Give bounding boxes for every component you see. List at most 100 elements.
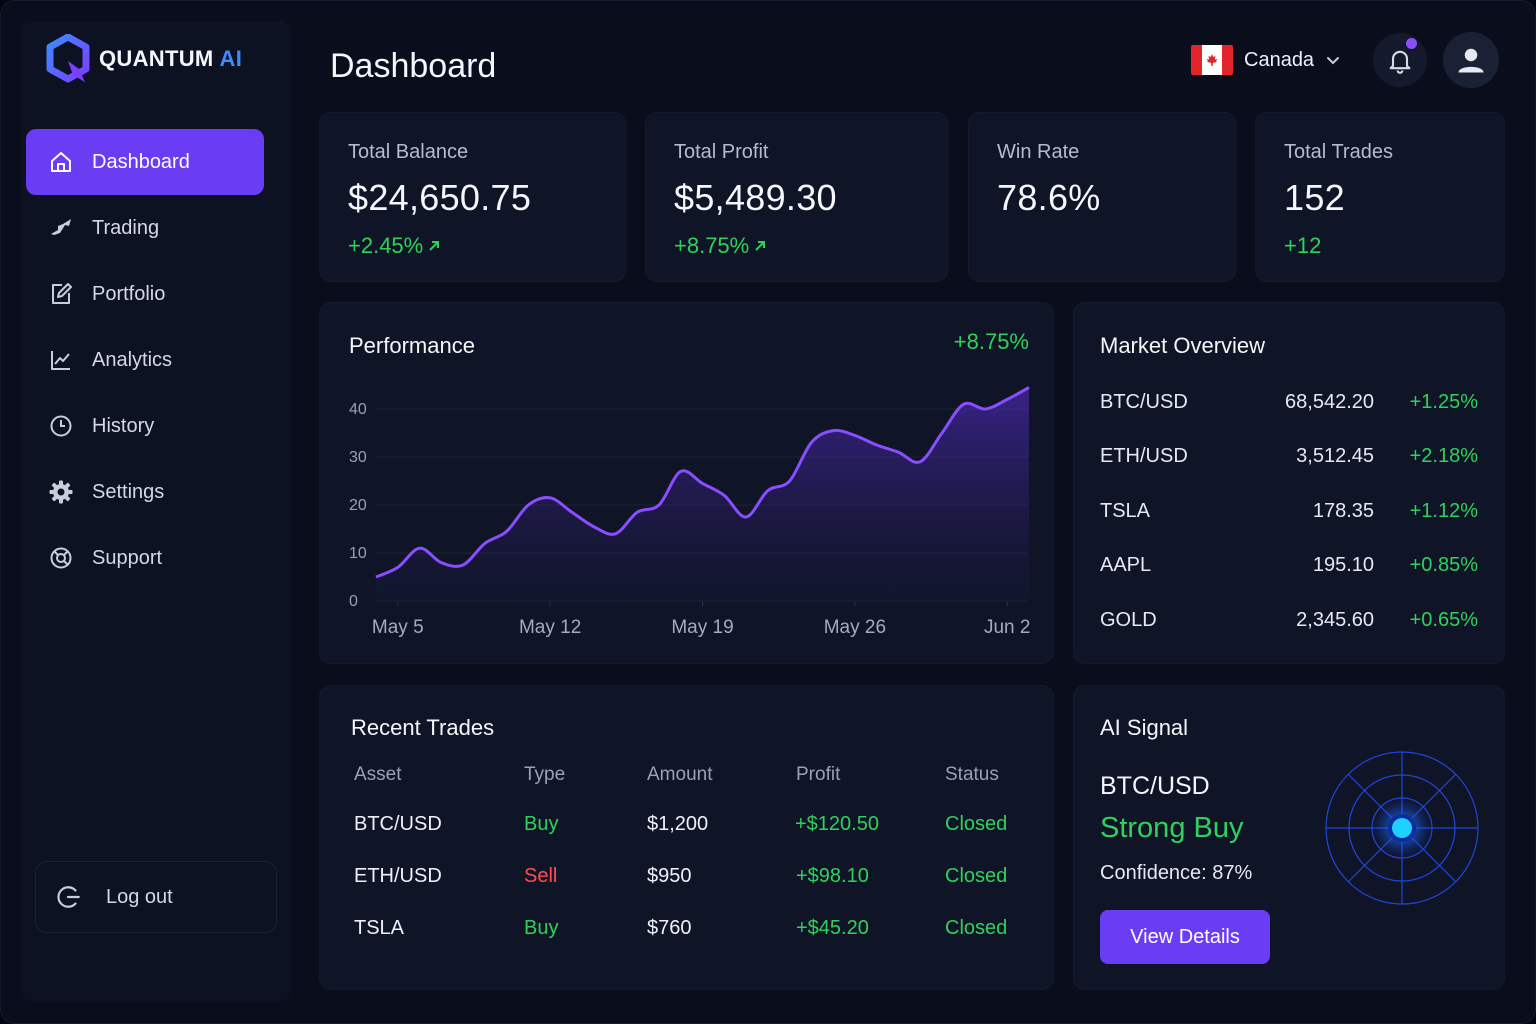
x-tick-label: Jun 2 bbox=[984, 617, 1030, 638]
stat-card-total-profit: Total Profit $5,489.30 +8.75% bbox=[645, 112, 948, 282]
performance-chart: 0 10 20 30 40 May 5 May 12 May 19 May 26 Jun 2 bbox=[349, 384, 1032, 638]
canada-flag-icon bbox=[1191, 45, 1233, 75]
data-point bbox=[917, 459, 923, 465]
view-details-button[interactable]: View Details bbox=[1100, 910, 1270, 964]
sidebar-item-settings[interactable]: Settings bbox=[26, 459, 264, 525]
sidebar-item-label: Settings bbox=[92, 480, 165, 503]
market-change: +1.12% bbox=[1409, 500, 1478, 522]
logout-label: Log out bbox=[106, 885, 173, 908]
data-point bbox=[460, 562, 466, 568]
trading-icon bbox=[48, 215, 74, 241]
market-row[interactable]: BTC/USD 68,542.20 +1.25% bbox=[1100, 391, 1478, 421]
trade-asset: ETH/USD bbox=[354, 865, 442, 887]
market-row[interactable]: TSLA 178.35 +1.12% bbox=[1100, 500, 1478, 530]
trade-asset: BTC/USD bbox=[354, 813, 442, 835]
market-overview-card: Market Overview BTC/USD 68,542.20 +1.25%… bbox=[1073, 302, 1505, 664]
data-point bbox=[591, 524, 597, 530]
market-row[interactable]: AAPL 195.10 +0.85% bbox=[1100, 554, 1478, 584]
data-point bbox=[830, 428, 836, 434]
sidebar: QUANTUM AI Dashboard Trading Portfolio bbox=[21, 21, 291, 1001]
data-point bbox=[656, 502, 662, 508]
stat-value: $5,489.30 bbox=[674, 177, 837, 218]
data-point bbox=[547, 495, 553, 501]
user-icon bbox=[1458, 48, 1484, 73]
history-icon bbox=[48, 413, 74, 439]
data-point bbox=[700, 480, 706, 486]
sidebar-item-portfolio[interactable]: Portfolio bbox=[26, 261, 264, 327]
sidebar-item-label: Support bbox=[92, 546, 163, 569]
notifications-button[interactable] bbox=[1373, 33, 1427, 87]
sidebar-item-label: Trading bbox=[92, 216, 160, 239]
data-point bbox=[569, 509, 575, 515]
ai-signal-title: AI Signal bbox=[1100, 715, 1189, 740]
trade-amount: $950 bbox=[647, 865, 692, 887]
column-header-profit: Profit bbox=[796, 764, 841, 785]
sidebar-item-label: History bbox=[92, 414, 155, 437]
market-change: +0.65% bbox=[1409, 609, 1478, 631]
logout-button[interactable]: Log out bbox=[35, 861, 277, 933]
data-point bbox=[982, 406, 988, 412]
sidebar-item-label: Dashboard bbox=[92, 150, 190, 173]
stat-delta: +2.45% bbox=[348, 233, 442, 259]
notification-dot bbox=[1406, 38, 1417, 49]
recent-trades-title: Recent Trades bbox=[351, 715, 495, 740]
market-price: 2,345.60 bbox=[1296, 609, 1374, 631]
sidebar-item-support[interactable]: Support bbox=[26, 525, 264, 591]
y-tick-label: 10 bbox=[349, 545, 367, 562]
y-tick-label: 0 bbox=[349, 593, 358, 610]
market-change: +0.85% bbox=[1409, 554, 1478, 576]
logout-icon bbox=[56, 884, 82, 910]
data-point bbox=[939, 430, 945, 436]
market-row[interactable]: GOLD 2,345.60 +0.65% bbox=[1100, 609, 1478, 639]
brand-logo[interactable]: QUANTUM AI bbox=[45, 34, 242, 83]
trade-type: Buy bbox=[524, 917, 559, 939]
trade-profit: +$98.10 bbox=[796, 865, 869, 887]
signal-confidence: Confidence: 87% bbox=[1100, 862, 1253, 884]
arrow-up-right-icon bbox=[755, 241, 766, 251]
column-header-status: Status bbox=[945, 764, 999, 785]
trade-asset: TSLA bbox=[354, 917, 405, 939]
sidebar-item-trading[interactable]: Trading bbox=[26, 195, 264, 261]
signal-recommendation: Strong Buy bbox=[1100, 812, 1244, 844]
series-line bbox=[375, 386, 1030, 579]
data-point bbox=[721, 492, 727, 498]
stat-value: 78.6% bbox=[997, 177, 1101, 218]
data-point bbox=[895, 449, 901, 455]
stat-card-total-balance: Total Balance $24,650.75 +2.45% bbox=[319, 112, 626, 282]
market-price: 195.10 bbox=[1312, 554, 1374, 576]
x-tick-label: May 12 bbox=[519, 617, 581, 638]
signal-pair: BTC/USD bbox=[1100, 772, 1210, 800]
sidebar-item-analytics[interactable]: Analytics bbox=[26, 327, 264, 393]
x-tick-label: May 19 bbox=[671, 617, 733, 638]
market-row[interactable]: ETH/USD 3,512.45 +2.18% bbox=[1100, 445, 1478, 475]
gear-icon bbox=[48, 479, 74, 505]
sidebar-item-history[interactable]: History bbox=[26, 393, 264, 459]
data-point bbox=[1026, 384, 1032, 390]
stat-delta: +12 bbox=[1284, 233, 1322, 258]
data-point bbox=[852, 432, 858, 438]
stat-label: Total Trades bbox=[1284, 141, 1393, 163]
sidebar-item-dashboard[interactable]: Dashboard bbox=[26, 129, 264, 195]
page-title: Dashboard bbox=[330, 47, 497, 85]
chevron-down-icon bbox=[1326, 49, 1340, 72]
y-tick-label: 20 bbox=[349, 497, 367, 514]
data-point bbox=[1004, 396, 1010, 402]
data-point bbox=[765, 488, 771, 494]
country-selector[interactable]: Canada bbox=[1191, 43, 1340, 77]
data-point bbox=[504, 528, 510, 534]
data-point bbox=[634, 509, 640, 515]
market-change: +1.25% bbox=[1409, 391, 1478, 413]
data-point bbox=[787, 478, 793, 484]
data-point bbox=[395, 564, 401, 570]
recent-trades-card: Recent Trades Asset Type Amount Profit S… bbox=[319, 685, 1054, 990]
trade-status: Closed bbox=[945, 813, 1008, 835]
trade-status: Closed bbox=[945, 865, 1008, 887]
series-area bbox=[376, 387, 1029, 601]
user-avatar-button[interactable] bbox=[1443, 32, 1499, 88]
data-point bbox=[874, 442, 880, 448]
portfolio-icon bbox=[48, 281, 74, 307]
quantum-logo-icon bbox=[46, 34, 90, 83]
stat-label: Total Profit bbox=[674, 141, 769, 163]
trade-status: Closed bbox=[945, 917, 1008, 939]
